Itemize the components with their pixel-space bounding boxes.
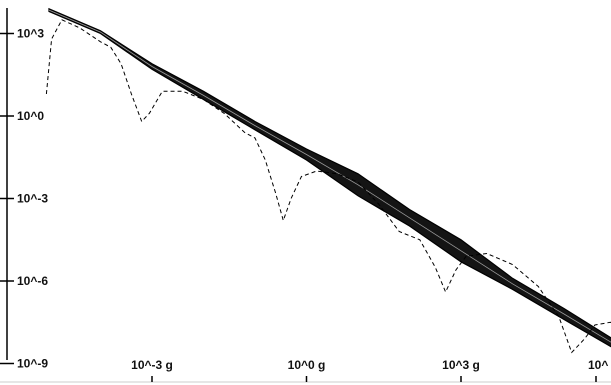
y-tick-label: 10^-3 xyxy=(17,192,48,206)
y-tick-label: 10^3 xyxy=(17,27,44,41)
y-tick-label: 10^-9 xyxy=(17,357,48,371)
x-tick-label: 10^0 g xyxy=(288,358,326,372)
plot-area xyxy=(45,7,611,354)
tick-labels: 10^3 10^0 10^-3 10^-6 10^-9 10^-3 g 10^0 g 10^3… xyxy=(0,27,608,382)
y-tick-label: 10^0 xyxy=(17,109,44,123)
series-solid-center-line xyxy=(48,9,611,343)
x-tick-label: 10^-3 g xyxy=(131,358,173,372)
x-tick-label: 10^3 g xyxy=(442,358,480,372)
axes xyxy=(0,8,611,383)
series-solid-band xyxy=(48,7,611,348)
series-dashed-line xyxy=(45,19,611,354)
x-tick-label: 10^ xyxy=(588,358,608,372)
y-tick-label: 10^-6 xyxy=(17,274,48,288)
